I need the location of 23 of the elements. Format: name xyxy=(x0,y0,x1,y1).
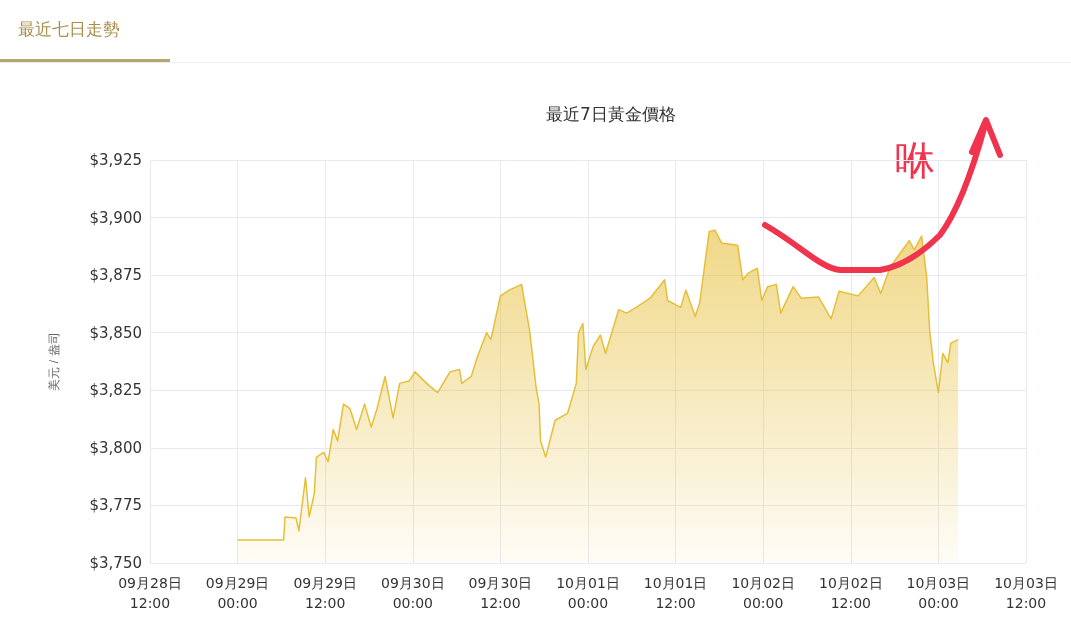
x-tick-label: 10月02日 00:00 xyxy=(731,575,796,611)
y-axis-title: 美元 / 盎司 xyxy=(47,332,61,391)
x-tick-label: 09月29日 00:00 xyxy=(205,575,270,611)
x-tick-label: 10月01日 12:00 xyxy=(643,575,708,611)
x-tick-label: 09月29日 12:00 xyxy=(293,575,358,611)
chart-subtitle: 最近七日走勢 xyxy=(18,18,120,41)
x-tick-label: 10月03日 00:00 xyxy=(906,575,971,611)
y-tick-label: $3,875 xyxy=(89,266,142,285)
annotation: 咻 xyxy=(895,137,935,183)
y-tick-label: $3,775 xyxy=(89,496,142,515)
x-tick-label: 10月01日 00:00 xyxy=(556,575,620,611)
y-tick-label: $3,900 xyxy=(89,208,142,227)
y-tick-label: $3,750 xyxy=(89,554,142,572)
x-tick-label: 09月28日 12:00 xyxy=(118,575,182,611)
y-tick-label: $3,800 xyxy=(89,438,142,457)
y-tick-label: $3,850 xyxy=(89,323,142,342)
y-tick-label: $3,925 xyxy=(89,151,142,169)
x-tick-label: 10月02日 12:00 xyxy=(818,575,883,611)
x-tick-label: 09月30日 12:00 xyxy=(468,575,533,611)
y-tick-label: $3,825 xyxy=(89,381,142,400)
x-tick-label: 09月30日 00:00 xyxy=(380,575,445,611)
x-tick-label: 10月03日 12:00 xyxy=(994,575,1058,611)
chart-title: 最近7日黃金價格 xyxy=(546,103,676,124)
